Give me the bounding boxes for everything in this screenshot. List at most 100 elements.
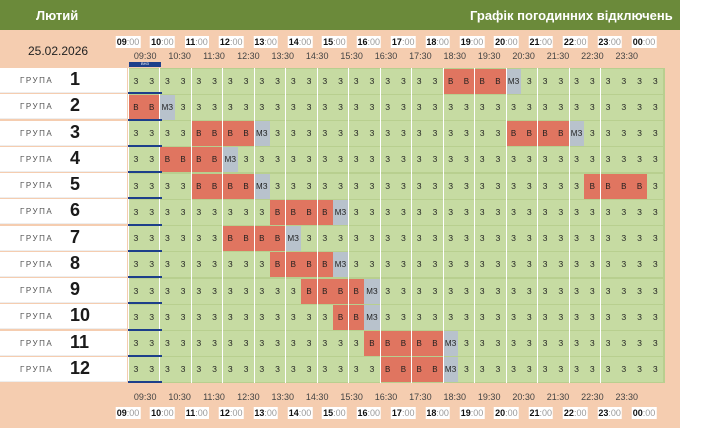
power-on-cell: З: [458, 278, 475, 304]
outage-cell: В: [348, 278, 365, 304]
outage-cell: В: [584, 173, 601, 199]
outage-cell: В: [379, 357, 396, 383]
hour-gridline: [222, 68, 224, 383]
power-on-cell: З: [615, 252, 632, 278]
minute-value: :00: [401, 408, 415, 418]
minute-value: :00: [367, 37, 381, 47]
hour-label: 10:00: [150, 36, 175, 48]
power-on-cell: З: [159, 226, 176, 252]
hour-gridline: [537, 68, 539, 383]
half-hour-label: 17:30: [409, 392, 432, 402]
power-on-cell: З: [316, 331, 333, 357]
power-on-cell: З: [269, 357, 286, 383]
possible-outage-cell: МЗ: [285, 226, 302, 252]
power-on-cell: З: [253, 278, 270, 304]
outage-cell: В: [348, 304, 365, 330]
power-on-cell: З: [600, 331, 616, 357]
power-on-cell: З: [222, 278, 239, 304]
power-on-cell: З: [489, 199, 506, 225]
power-on-cell: З: [159, 304, 176, 330]
power-on-cell: З: [647, 252, 664, 278]
power-on-cell: З: [489, 121, 506, 147]
power-on-cell: З: [474, 121, 491, 147]
power-on-cell: З: [552, 199, 569, 225]
power-on-cell: З: [647, 226, 664, 252]
power-on-cell: З: [600, 147, 616, 173]
power-on-cell: З: [379, 278, 396, 304]
current-time-tick: [128, 381, 162, 383]
power-on-cell: З: [159, 357, 176, 383]
power-on-cell: З: [395, 278, 412, 304]
minute-value: :00: [333, 37, 346, 47]
power-on-cell: З: [253, 331, 270, 357]
power-on-cell: З: [364, 199, 380, 225]
hour-value: 14: [288, 37, 299, 47]
power-on-cell: З: [537, 173, 553, 199]
group-label-7: ГРУПА 7: [0, 225, 127, 251]
power-on-cell: З: [269, 278, 286, 304]
outage-cell: В: [615, 173, 632, 199]
power-on-cell: З: [411, 94, 428, 120]
hour-label: 00:00: [631, 36, 657, 48]
power-on-cell: З: [128, 357, 144, 383]
group-number: 5: [70, 174, 81, 194]
power-on-cell: З: [395, 199, 412, 225]
power-on-cell: З: [175, 252, 191, 278]
power-on-cell: З: [190, 252, 207, 278]
power-on-cell: З: [615, 147, 632, 173]
hour-value: 18: [426, 37, 437, 47]
outage-cell: В: [301, 278, 317, 304]
power-on-cell: З: [600, 121, 616, 147]
outage-cell: В: [364, 331, 380, 357]
hour-gridline: [159, 68, 161, 383]
half-hour-label: 18:30: [443, 392, 467, 402]
power-on-cell: З: [584, 252, 601, 278]
power-on-cell: З: [364, 252, 380, 278]
power-on-cell: З: [600, 304, 616, 330]
group-label-9: ГРУПА 9: [0, 278, 127, 303]
outage-cell: В: [190, 121, 207, 147]
power-on-cell: З: [285, 94, 302, 120]
power-on-cell: З: [568, 94, 585, 120]
minute-value: :00: [573, 37, 587, 47]
outage-cell: В: [521, 121, 538, 147]
power-on-cell: З: [489, 252, 506, 278]
outage-cell: В: [552, 121, 569, 147]
power-on-cell: З: [379, 68, 396, 94]
power-on-cell: З: [427, 304, 443, 330]
power-on-cell: З: [631, 357, 648, 383]
power-on-cell: З: [521, 68, 538, 94]
power-on-cell: З: [647, 173, 664, 199]
hour-label: 17:00: [390, 36, 416, 48]
outage-cell: В: [301, 252, 317, 278]
outage-cell: В: [427, 331, 443, 357]
power-on-cell: З: [474, 304, 491, 330]
power-on-cell: З: [316, 357, 333, 383]
hour-value: 23: [598, 408, 609, 418]
hour-value: 17: [391, 37, 402, 47]
hour-label: 11:00: [184, 407, 209, 419]
power-on-cell: З: [269, 304, 286, 330]
current-time-tick: [128, 354, 162, 357]
half-hour-label: 15:30: [340, 392, 363, 402]
group-number: 10: [70, 305, 91, 326]
power-on-cell: З: [631, 147, 648, 173]
power-on-cell: З: [521, 304, 538, 330]
group-word: ГРУПА: [20, 102, 54, 112]
hour-label: 11:00: [184, 36, 209, 48]
power-on-cell: З: [238, 68, 254, 94]
outage-cell: В: [143, 94, 160, 120]
power-on-cell: З: [584, 278, 601, 304]
power-on-cell: З: [442, 226, 459, 252]
outage-cell: В: [332, 278, 349, 304]
possible-outage-cell: МЗ: [442, 331, 459, 357]
half-hour-label: 20:30: [512, 392, 535, 402]
hour-value: 13: [254, 408, 265, 418]
outage-cell: В: [238, 121, 254, 147]
minute-value: :00: [642, 408, 656, 418]
power-on-cell: З: [190, 357, 207, 383]
outage-cell: В: [190, 173, 207, 199]
power-on-cell: З: [427, 68, 443, 94]
power-on-cell: З: [552, 331, 569, 357]
power-on-cell: З: [190, 278, 207, 304]
